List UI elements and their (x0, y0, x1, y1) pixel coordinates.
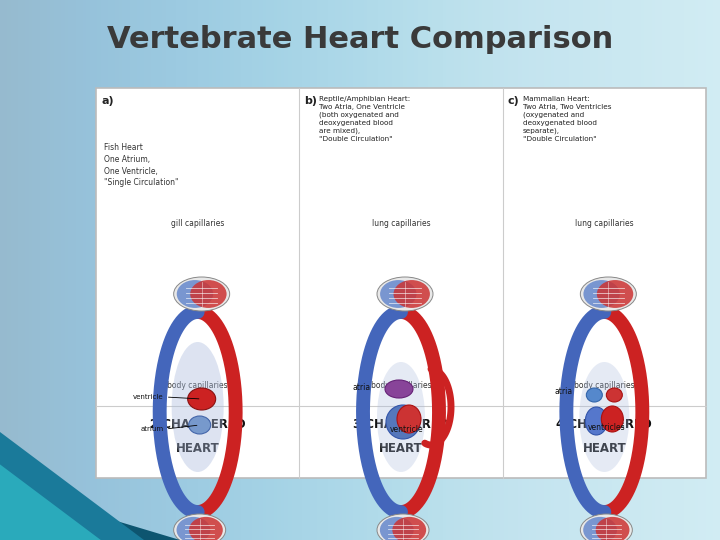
Ellipse shape (580, 514, 632, 540)
Ellipse shape (377, 362, 425, 472)
Ellipse shape (174, 514, 225, 540)
Text: atria: atria (353, 382, 371, 392)
Text: HEART: HEART (379, 442, 423, 455)
Text: a): a) (101, 96, 114, 106)
Polygon shape (0, 432, 144, 540)
Text: atria: atria (554, 387, 572, 395)
Ellipse shape (380, 517, 414, 540)
Text: Fish Heart
One Atrium,
One Ventricle,
"Single Circulation": Fish Heart One Atrium, One Ventricle, "S… (104, 143, 179, 187)
Polygon shape (0, 464, 101, 540)
Ellipse shape (386, 405, 420, 439)
Ellipse shape (601, 406, 624, 432)
Text: HEART: HEART (582, 442, 626, 455)
Ellipse shape (586, 388, 603, 402)
Text: body capillaries: body capillaries (574, 381, 634, 390)
Ellipse shape (606, 388, 622, 402)
Text: HEART: HEART (176, 442, 220, 455)
Text: Mammalian Heart:
Two Atria, Two Ventricles
(oxygenated and
deoxygenated blood
se: Mammalian Heart: Two Atria, Two Ventricl… (523, 96, 611, 141)
Ellipse shape (380, 280, 416, 308)
Ellipse shape (176, 280, 213, 308)
Ellipse shape (597, 280, 634, 308)
Text: lung capillaries: lung capillaries (372, 219, 431, 227)
Ellipse shape (174, 277, 230, 311)
Ellipse shape (583, 280, 620, 308)
Text: 4 CHAMBERED: 4 CHAMBERED (557, 417, 652, 430)
Ellipse shape (377, 277, 433, 311)
Ellipse shape (176, 517, 210, 540)
Text: 3 CHAMBERED: 3 CHAMBERED (354, 417, 449, 430)
Text: b): b) (305, 96, 318, 106)
Ellipse shape (171, 342, 224, 472)
Ellipse shape (580, 277, 636, 311)
Ellipse shape (585, 407, 608, 435)
Text: c): c) (508, 96, 519, 106)
Ellipse shape (583, 517, 617, 540)
Text: atrium: atrium (140, 426, 163, 432)
Ellipse shape (397, 405, 421, 433)
Ellipse shape (580, 362, 629, 472)
Polygon shape (0, 486, 180, 540)
Ellipse shape (189, 517, 222, 540)
FancyBboxPatch shape (96, 88, 706, 478)
Text: ventricles: ventricles (588, 422, 625, 431)
Text: 2 CHAMBERED: 2 CHAMBERED (150, 417, 246, 430)
Text: Vertebrate Heart Comparison: Vertebrate Heart Comparison (107, 25, 613, 55)
Ellipse shape (190, 280, 227, 308)
Text: body capillaries: body capillaries (371, 381, 431, 390)
Ellipse shape (394, 280, 430, 308)
Ellipse shape (377, 514, 429, 540)
Text: Reptile/Amphibian Heart:
Two Atria, One Ventricle
(both oxygenated and
deoxygena: Reptile/Amphibian Heart: Two Atria, One … (320, 96, 410, 141)
Ellipse shape (188, 388, 216, 410)
Text: lung capillaries: lung capillaries (575, 219, 634, 227)
Text: ventricle: ventricle (390, 424, 424, 434)
Text: ventricle: ventricle (133, 394, 163, 400)
Text: gill capillaries: gill capillaries (171, 219, 225, 227)
Ellipse shape (595, 517, 629, 540)
Text: body capillaries: body capillaries (167, 381, 228, 390)
Ellipse shape (392, 517, 426, 540)
Ellipse shape (189, 416, 211, 434)
Ellipse shape (385, 380, 413, 398)
